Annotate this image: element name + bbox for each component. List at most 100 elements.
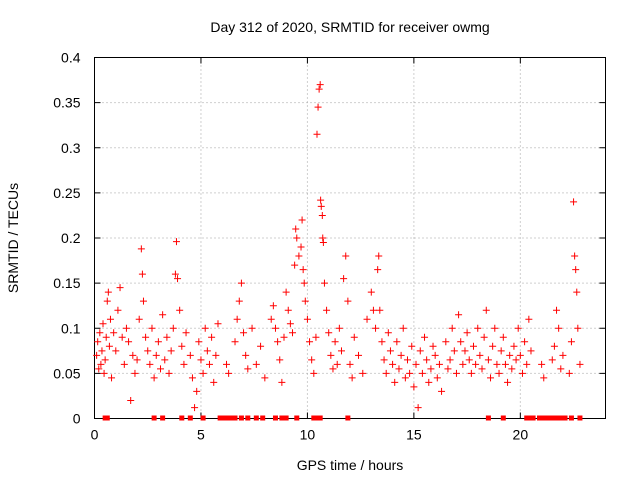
data-point [450, 347, 458, 355]
data-point [276, 356, 284, 364]
data-point [95, 365, 103, 373]
data-point [482, 306, 490, 314]
data-point [129, 351, 137, 359]
data-point [135, 315, 143, 323]
data-point [444, 365, 452, 373]
zero-point [217, 415, 223, 421]
data-point [205, 360, 213, 368]
data-point [376, 306, 384, 314]
data-point [412, 360, 420, 368]
data-point [406, 369, 414, 377]
data-point [112, 347, 120, 355]
y-tick-label: 0.3 [61, 140, 81, 156]
zero-point [577, 415, 583, 421]
data-point [491, 324, 499, 332]
data-point [410, 383, 418, 391]
data-point [448, 324, 456, 332]
data-point [508, 365, 516, 373]
zero-point [562, 415, 568, 421]
y-tick-label: 0 [73, 411, 81, 427]
data-point [188, 374, 196, 382]
data-point [497, 347, 505, 355]
zero-point [294, 415, 300, 421]
data-point [289, 329, 297, 337]
data-point [114, 306, 122, 314]
data-point [103, 297, 111, 305]
data-point [297, 243, 305, 251]
data-point [435, 360, 443, 368]
data-point [438, 387, 446, 395]
data-point [240, 329, 248, 337]
data-point [99, 320, 107, 328]
data-point [314, 103, 322, 111]
data-point [306, 338, 314, 346]
data-point [333, 360, 341, 368]
data-point [337, 347, 345, 355]
data-point [484, 356, 492, 364]
data-point [142, 333, 150, 341]
data-point [374, 266, 382, 274]
data-point [144, 347, 152, 355]
data-point [348, 374, 356, 382]
data-point [574, 324, 582, 332]
data-point [395, 365, 403, 373]
data-point [231, 338, 239, 346]
zero-point [558, 415, 564, 421]
zero-point [317, 415, 323, 421]
data-point [127, 396, 135, 404]
data-point [242, 351, 250, 359]
data-point [518, 369, 526, 377]
data-point [174, 275, 182, 283]
data-point [329, 365, 337, 373]
zero-point [551, 415, 557, 421]
data-point [122, 324, 130, 332]
data-point [521, 338, 529, 346]
zero-point [345, 415, 351, 421]
data-point [372, 324, 380, 332]
data-point [346, 360, 354, 368]
data-point [125, 338, 133, 346]
data-point [161, 356, 169, 364]
data-point [282, 288, 290, 296]
data-point [335, 324, 343, 332]
data-point [397, 351, 405, 359]
data-point [233, 315, 241, 323]
data-point [261, 374, 269, 382]
data-point [108, 374, 116, 382]
y-axis-label: SRMTID / TECUs [5, 183, 21, 293]
data-point [570, 198, 578, 206]
zero-point [151, 415, 157, 421]
data-point [317, 202, 325, 210]
data-point [94, 338, 102, 346]
zero-point [253, 415, 259, 421]
zero-point [279, 415, 285, 421]
data-point [293, 234, 301, 242]
data-point [105, 342, 113, 350]
data-point [380, 356, 388, 364]
data-point [172, 238, 180, 246]
zero-point [536, 415, 542, 421]
data-point [510, 342, 518, 350]
data-point [104, 288, 112, 296]
data-point [487, 374, 495, 382]
zero-point [245, 415, 251, 421]
data-point [386, 347, 394, 355]
data-point [193, 387, 201, 395]
data-point [167, 347, 175, 355]
x-tick-label: 20 [513, 427, 529, 443]
data-point [548, 356, 556, 364]
data-point [244, 365, 252, 373]
data-point [478, 365, 486, 373]
data-point [271, 324, 279, 332]
data-point [148, 324, 156, 332]
data-point [331, 338, 339, 346]
data-point [421, 333, 429, 341]
data-point [310, 369, 318, 377]
zero-point [272, 415, 278, 421]
data-point [572, 266, 580, 274]
x-tick-label: 15 [406, 427, 422, 443]
data-point [452, 369, 460, 377]
data-point [298, 216, 306, 224]
data-point [382, 369, 390, 377]
data-point [576, 360, 584, 368]
